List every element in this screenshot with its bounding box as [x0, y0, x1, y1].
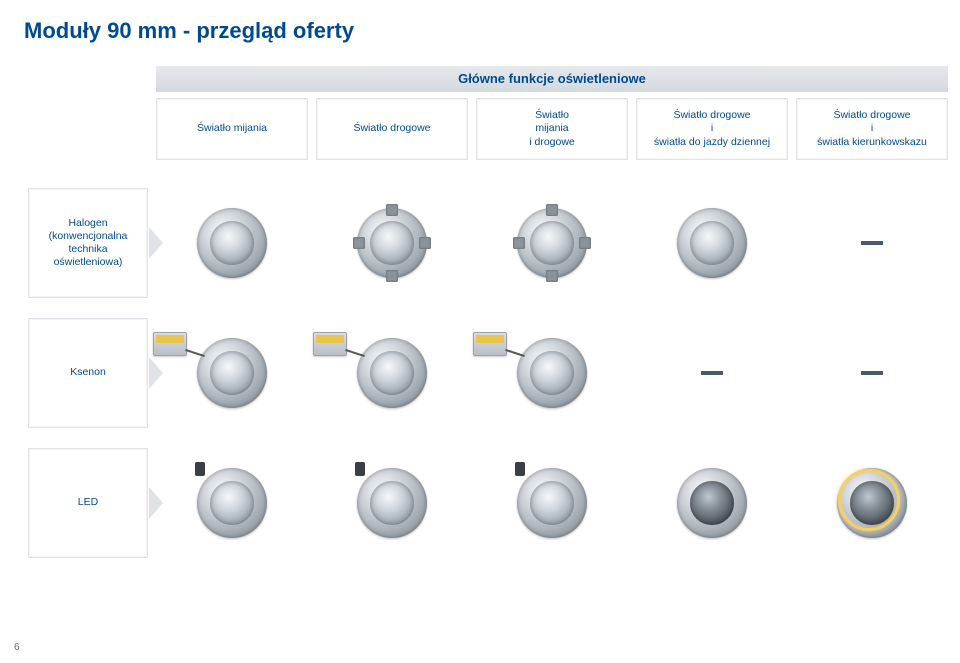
lamp-icon: [677, 468, 747, 538]
lamp-icon: [517, 208, 587, 278]
table-cell: [796, 318, 948, 428]
lamp-icon: [357, 208, 427, 278]
dash-icon: [861, 241, 883, 245]
table-cell: [636, 188, 788, 298]
lamp-icon: [677, 208, 747, 278]
col-header: Światło mijania: [156, 98, 308, 160]
col-header: Światłomijaniai drogowe: [476, 98, 628, 160]
lamp-icon: [197, 468, 267, 538]
row-label-ksenon: Ksenon: [28, 318, 148, 428]
col-header: Światło drogoweiświatła kierunkowskazu: [796, 98, 948, 160]
table-cell: [636, 318, 788, 428]
dash-icon: [861, 371, 883, 375]
table-cell: [636, 448, 788, 558]
lamp-icon: [517, 468, 587, 538]
lamp-icon: [197, 338, 267, 408]
table-cell: [156, 318, 308, 428]
lamp-icon: [837, 468, 907, 538]
lamp-icon: [357, 338, 427, 408]
lamp-icon: [517, 338, 587, 408]
col-header: Światło drogowe: [316, 98, 468, 160]
table-cell: [316, 448, 468, 558]
table-cell: [796, 188, 948, 298]
overview-table: Główne funkcje oświetleniowe Światło mij…: [28, 66, 936, 558]
table-cell: [476, 448, 628, 558]
page-title: Moduły 90 mm - przegląd oferty: [24, 18, 936, 44]
table-cell: [476, 318, 628, 428]
table-cell: [796, 448, 948, 558]
table-main-header: Główne funkcje oświetleniowe: [156, 66, 948, 92]
lamp-icon: [197, 208, 267, 278]
lamp-icon: [357, 468, 427, 538]
table-cell: [316, 318, 468, 428]
table-cell: [156, 188, 308, 298]
page-number: 6: [14, 642, 20, 653]
dash-icon: [701, 371, 723, 375]
row-label-halogen: Halogen(konwencjonalnatechnikaoświetleni…: [28, 188, 148, 298]
table-cell: [476, 188, 628, 298]
table-cell: [156, 448, 308, 558]
table-cell: [316, 188, 468, 298]
col-header: Światło drogoweiświatła do jazdy dzienne…: [636, 98, 788, 160]
row-label-led: LED: [28, 448, 148, 558]
